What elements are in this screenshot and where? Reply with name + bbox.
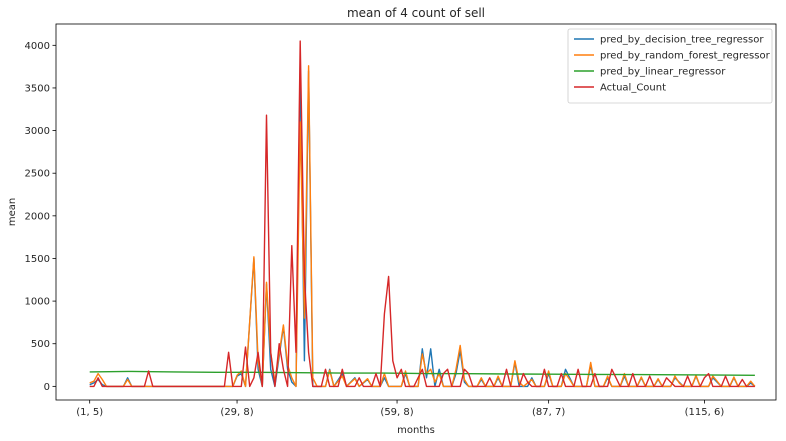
- x-tick-label: (87, 7): [532, 407, 565, 418]
- x-tick-label: (59, 8): [380, 407, 413, 418]
- y-tick-label: 3500: [25, 83, 50, 94]
- y-tick-label: 2000: [25, 211, 50, 222]
- y-tick-label: 500: [31, 339, 50, 350]
- x-tick-label: (29, 8): [220, 407, 253, 418]
- y-tick-label: 3000: [25, 126, 50, 137]
- series-line-0: [89, 64, 756, 388]
- legend-label: pred_by_random_forest_regressor: [600, 51, 771, 62]
- legend-box: [567, 28, 773, 104]
- y-tick-label: 2500: [25, 169, 50, 180]
- y-tick-label: 1000: [25, 297, 50, 308]
- y-axis-label: mean: [7, 198, 18, 226]
- legend-label: pred_by_linear_regressor: [600, 67, 726, 78]
- series-line-2: [89, 370, 755, 376]
- legend-label: Actual_Count: [600, 83, 666, 94]
- y-tick-label: 0: [44, 382, 50, 393]
- x-tick-label: (115, 6): [685, 407, 725, 418]
- x-axis: (1, 5) (29, 8) (59, 8) (87, 7) (115, 6): [76, 400, 724, 418]
- plot-frame: [55, 23, 777, 401]
- series-layer: [89, 40, 756, 388]
- x-axis-label: months: [397, 425, 435, 436]
- x-tick-label: (1, 5): [76, 407, 103, 418]
- series-line-3: [89, 40, 755, 388]
- legend-label: pred_by_decision_tree_regressor: [600, 35, 764, 46]
- series-line-1: [89, 65, 756, 388]
- y-tick-label: 1500: [25, 254, 50, 265]
- chart-title: mean of 4 count of sell: [347, 6, 485, 20]
- legend: pred_by_decision_tree_regressor pred_by_r…: [567, 28, 773, 104]
- y-axis: 0 500 1000 1500 2000 2500 3000 3500 4000: [25, 41, 56, 393]
- y-tick-label: 4000: [25, 41, 50, 52]
